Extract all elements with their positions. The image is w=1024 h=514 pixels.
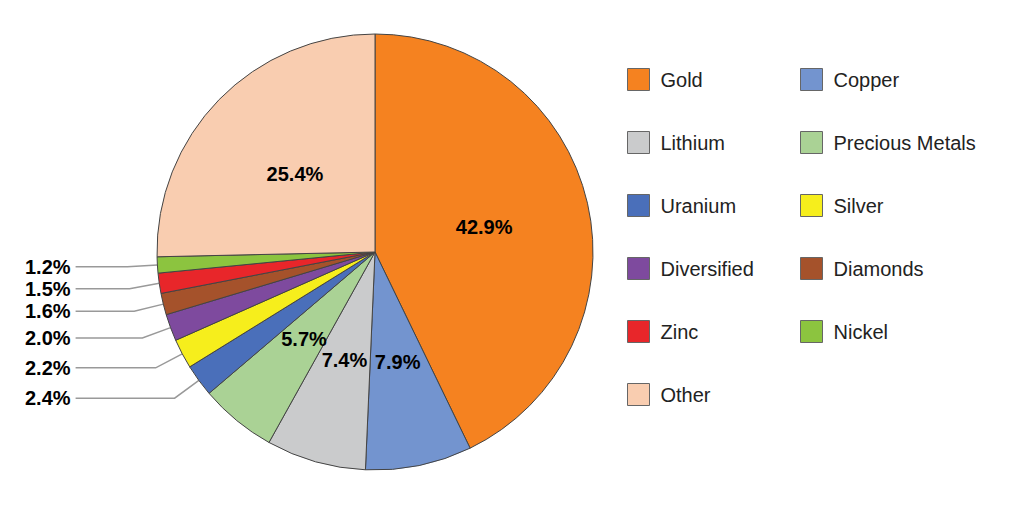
svg-text:Copper: Copper: [834, 69, 900, 91]
svg-text:1.2%: 1.2%: [25, 256, 71, 278]
svg-text:5.7%: 5.7%: [281, 328, 327, 350]
svg-text:Diamonds: Diamonds: [834, 258, 924, 280]
svg-text:Zinc: Zinc: [661, 321, 699, 343]
svg-text:Lithium: Lithium: [661, 132, 725, 154]
svg-text:Nickel: Nickel: [834, 321, 888, 343]
svg-text:1.5%: 1.5%: [25, 278, 71, 300]
svg-text:2.0%: 2.0%: [25, 327, 71, 349]
svg-text:25.4%: 25.4%: [267, 163, 324, 185]
svg-text:42.9%: 42.9%: [456, 216, 513, 238]
svg-text:Silver: Silver: [834, 195, 884, 217]
svg-text:2.4%: 2.4%: [25, 387, 71, 409]
svg-text:1.6%: 1.6%: [25, 300, 71, 322]
svg-text:Diversified: Diversified: [661, 258, 754, 280]
svg-text:Uranium: Uranium: [661, 195, 737, 217]
svg-text:Gold: Gold: [661, 69, 703, 91]
svg-text:2.2%: 2.2%: [25, 357, 71, 379]
svg-text:Other: Other: [661, 384, 711, 406]
svg-text:7.9%: 7.9%: [375, 351, 421, 373]
svg-text:7.4%: 7.4%: [322, 349, 368, 371]
svg-text:Precious Metals: Precious Metals: [834, 132, 976, 154]
